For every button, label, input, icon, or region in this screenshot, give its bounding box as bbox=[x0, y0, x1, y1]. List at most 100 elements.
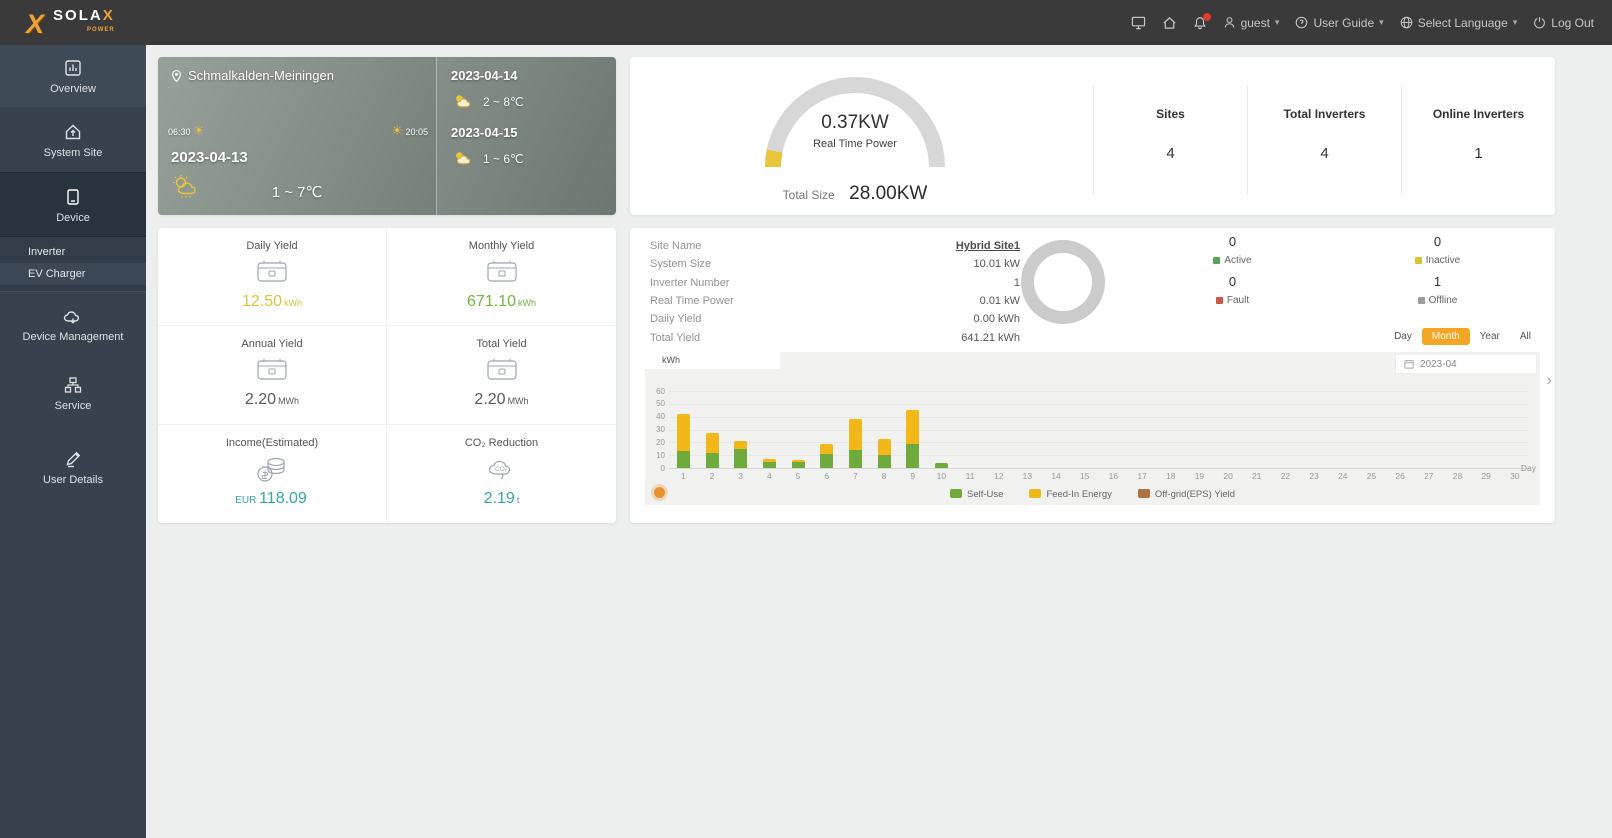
detail-value: 0.00 kWh bbox=[973, 313, 1020, 326]
weather-forecast: 2023-04-14 2 ~ 8℃ 2023-04-15 1 ~ 6℃ bbox=[436, 57, 616, 215]
forecast-temperature: 2 ~ 8℃ bbox=[483, 94, 524, 109]
detail-value: 1 bbox=[1013, 276, 1020, 289]
bar-slot bbox=[669, 391, 698, 468]
bar-slot bbox=[1271, 391, 1300, 468]
bar-segment-feed-in-energy bbox=[762, 459, 776, 462]
period-button-day[interactable]: Day bbox=[1394, 331, 1412, 342]
bar-slot bbox=[1414, 391, 1443, 468]
sidebar-subitem-ev-charger[interactable]: EV Charger bbox=[0, 263, 146, 285]
gridline bbox=[669, 442, 1529, 444]
bar-slot bbox=[1013, 391, 1042, 468]
bar-segment-feed-in-energy bbox=[705, 433, 719, 453]
service-icon bbox=[4, 375, 142, 395]
sidebar-item-system-site[interactable]: System Site bbox=[0, 107, 146, 172]
bar-slot bbox=[841, 391, 870, 468]
home-icon[interactable] bbox=[1162, 16, 1177, 30]
gridline bbox=[669, 429, 1529, 431]
x-tick: 7 bbox=[853, 471, 858, 481]
chevron-down-icon: ▾ bbox=[1274, 17, 1280, 27]
sidebar-item-service[interactable]: Service bbox=[0, 365, 146, 421]
chart-unit-tab: kWh bbox=[645, 352, 780, 369]
bar-slot bbox=[1070, 391, 1099, 468]
bar-slot bbox=[1386, 391, 1415, 468]
status-fault: 0 Fault bbox=[1130, 274, 1335, 306]
x-tick: 3 bbox=[738, 471, 744, 481]
next-site-chevron[interactable]: › bbox=[1546, 370, 1552, 389]
chevron-down-icon: ▾ bbox=[1512, 17, 1518, 27]
detail-value[interactable]: Hybrid Site1 bbox=[955, 240, 1020, 253]
yield-summary-panel: Daily Yield 12.50 kWh Monthly Yield 671.1… bbox=[158, 228, 616, 523]
sidebar-item-overview[interactable]: Overview bbox=[0, 45, 146, 107]
power-gauge bbox=[760, 70, 950, 175]
user-guide-menu[interactable]: User Guide ▾ bbox=[1295, 16, 1384, 30]
bar-stack bbox=[762, 459, 776, 468]
detail-value: 0.01 kW bbox=[979, 295, 1020, 308]
chart-date-value: 2023-04 bbox=[1420, 358, 1457, 370]
yield-card-income-estimated: Income(Estimated) EUR 118.09 bbox=[158, 424, 387, 523]
bar-segment-feed-in-energy bbox=[734, 441, 748, 449]
chart-date-picker[interactable]: 2023-04 bbox=[1395, 354, 1537, 374]
user-menu[interactable]: guest ▾ bbox=[1223, 16, 1280, 30]
bar-slot bbox=[927, 391, 956, 468]
chart-anchor-dot[interactable] bbox=[654, 487, 665, 498]
x-tick: 24 bbox=[1338, 471, 1348, 481]
site-icon bbox=[4, 122, 142, 142]
x-tick: 20 bbox=[1223, 471, 1233, 481]
x-tick: 1 bbox=[680, 471, 686, 481]
bar-stack bbox=[791, 460, 805, 468]
sidebar-item-device[interactable]: Device bbox=[0, 172, 146, 237]
device-management-icon bbox=[4, 306, 142, 326]
site-details: Site Name Hybrid Site1 System Size 10.01 kW… bbox=[650, 237, 1020, 347]
forecast-date: 2023-04-15 bbox=[451, 125, 518, 140]
gridline bbox=[669, 391, 1529, 392]
sidebar: Overview System Site Device Inverter EV Char… bbox=[0, 45, 146, 838]
detail-label: Daily Yield bbox=[650, 313, 702, 326]
status-count: 1 bbox=[1433, 274, 1442, 289]
x-tick: 19 bbox=[1194, 471, 1205, 481]
bar-slot bbox=[812, 391, 841, 468]
detail-label: Site Name bbox=[650, 240, 702, 253]
sidebar-item-label: Service bbox=[54, 400, 92, 412]
x-tick: 28 bbox=[1452, 471, 1463, 481]
detail-row-real-time-power: Real Time Power 0.01 kW bbox=[650, 292, 1020, 310]
stat-value: 4 bbox=[1320, 145, 1329, 162]
yield-card-label: CO₂ Reduction bbox=[464, 436, 539, 449]
detail-label: Total Yield bbox=[650, 331, 701, 344]
bar-slot bbox=[1099, 391, 1128, 468]
period-button-month[interactable]: Month bbox=[1421, 328, 1470, 345]
bar-segment-self-use bbox=[934, 462, 948, 468]
period-button-all[interactable]: All bbox=[1519, 331, 1531, 342]
sidebar-item-device-management[interactable]: Device Management bbox=[0, 294, 146, 352]
bar-segment-self-use bbox=[848, 450, 862, 468]
sidebar-item-user-details[interactable]: User Details bbox=[0, 439, 146, 495]
select-language-label: Select Language bbox=[1417, 15, 1508, 30]
yield-icon bbox=[158, 355, 386, 389]
sidebar-subitem-inverter[interactable]: Inverter bbox=[28, 246, 66, 258]
select-language-menu[interactable]: Select Language ▾ bbox=[1400, 15, 1518, 30]
detail-row-site-name: Site Name Hybrid Site1 bbox=[650, 237, 1020, 255]
bar-segment-self-use bbox=[676, 451, 690, 468]
bar-slot bbox=[1156, 391, 1185, 468]
weather-date: 2023-04-13 bbox=[171, 149, 248, 166]
status-donut-chart bbox=[1021, 240, 1105, 324]
bar-slot bbox=[870, 391, 899, 468]
status-active: 0 Active bbox=[1130, 234, 1335, 266]
notification-bell-icon[interactable] bbox=[1193, 12, 1211, 30]
yield-card-label: Total Yield bbox=[476, 338, 527, 351]
monitor-icon[interactable] bbox=[1131, 16, 1146, 30]
gridline bbox=[669, 403, 1529, 405]
y-tick: 40 bbox=[656, 412, 665, 422]
bar-slot bbox=[898, 391, 927, 468]
x-tick: 23 bbox=[1309, 471, 1319, 481]
sunset-time: ☀ 20:05 bbox=[391, 123, 428, 138]
status-count: 0 bbox=[1228, 234, 1237, 249]
bar-slot bbox=[1214, 391, 1243, 468]
logout-button[interactable]: Log Out bbox=[1533, 16, 1594, 30]
x-tick: 2 bbox=[709, 471, 715, 481]
gridline bbox=[669, 416, 1529, 418]
period-button-year[interactable]: Year bbox=[1479, 331, 1500, 342]
status-count: 0 bbox=[1228, 274, 1237, 289]
x-tick: 27 bbox=[1424, 471, 1434, 481]
sun-cloud-rain-icon bbox=[170, 173, 202, 205]
notification-badge bbox=[1202, 12, 1211, 21]
